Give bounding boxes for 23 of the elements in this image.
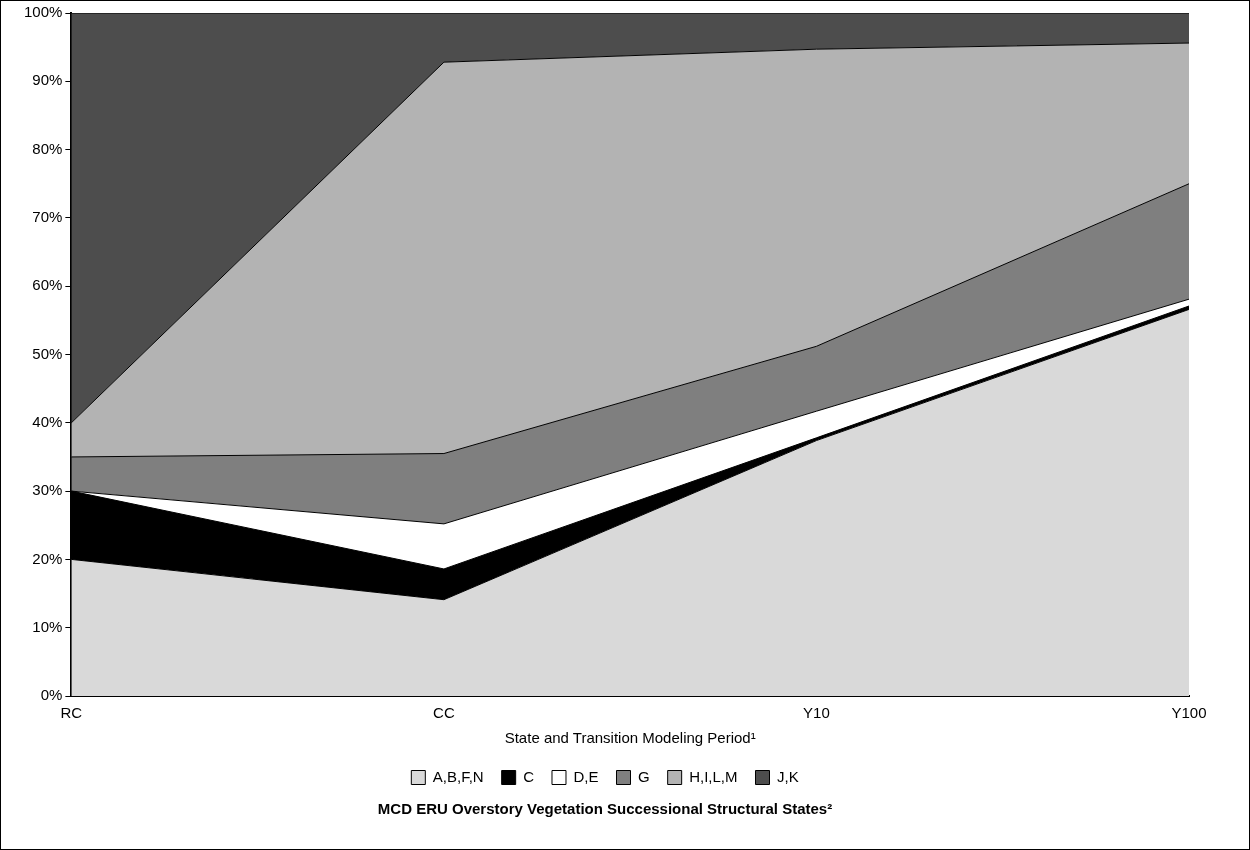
y-tick-label: 50% — [32, 344, 63, 362]
legend-label: C — [523, 767, 535, 785]
y-tick-label: 100% — [23, 3, 63, 21]
x-tick-label: Y100 — [1171, 704, 1207, 722]
x-tick-label: CC — [433, 704, 455, 722]
y-tick-label: 70% — [32, 208, 63, 226]
y-tick-label: 10% — [32, 617, 63, 635]
y-tick-label: 80% — [32, 139, 63, 157]
legend-label: J,K — [777, 767, 799, 785]
y-tick-label: 90% — [32, 71, 63, 89]
legend-label: A,B,F,N — [432, 767, 484, 785]
x-axis-title: State and Transition Modeling Period¹ — [504, 729, 756, 747]
y-tick-label: 40% — [32, 412, 63, 430]
x-tick-label: RC — [60, 704, 83, 722]
y-tick-label: 60% — [32, 276, 63, 294]
y-tick-label: 30% — [32, 481, 63, 499]
legend-label: G — [638, 767, 650, 785]
text: MCD ERU Overstory Vegetation Successional Structural States² — [377, 800, 833, 818]
legend-label: H,I,L,M — [689, 767, 738, 785]
x-tick-label: Y10 — [803, 704, 830, 722]
y-tick-label: 20% — [32, 549, 63, 567]
legend-label: D,E — [573, 767, 599, 785]
y-tick-label: 0% — [40, 686, 63, 704]
